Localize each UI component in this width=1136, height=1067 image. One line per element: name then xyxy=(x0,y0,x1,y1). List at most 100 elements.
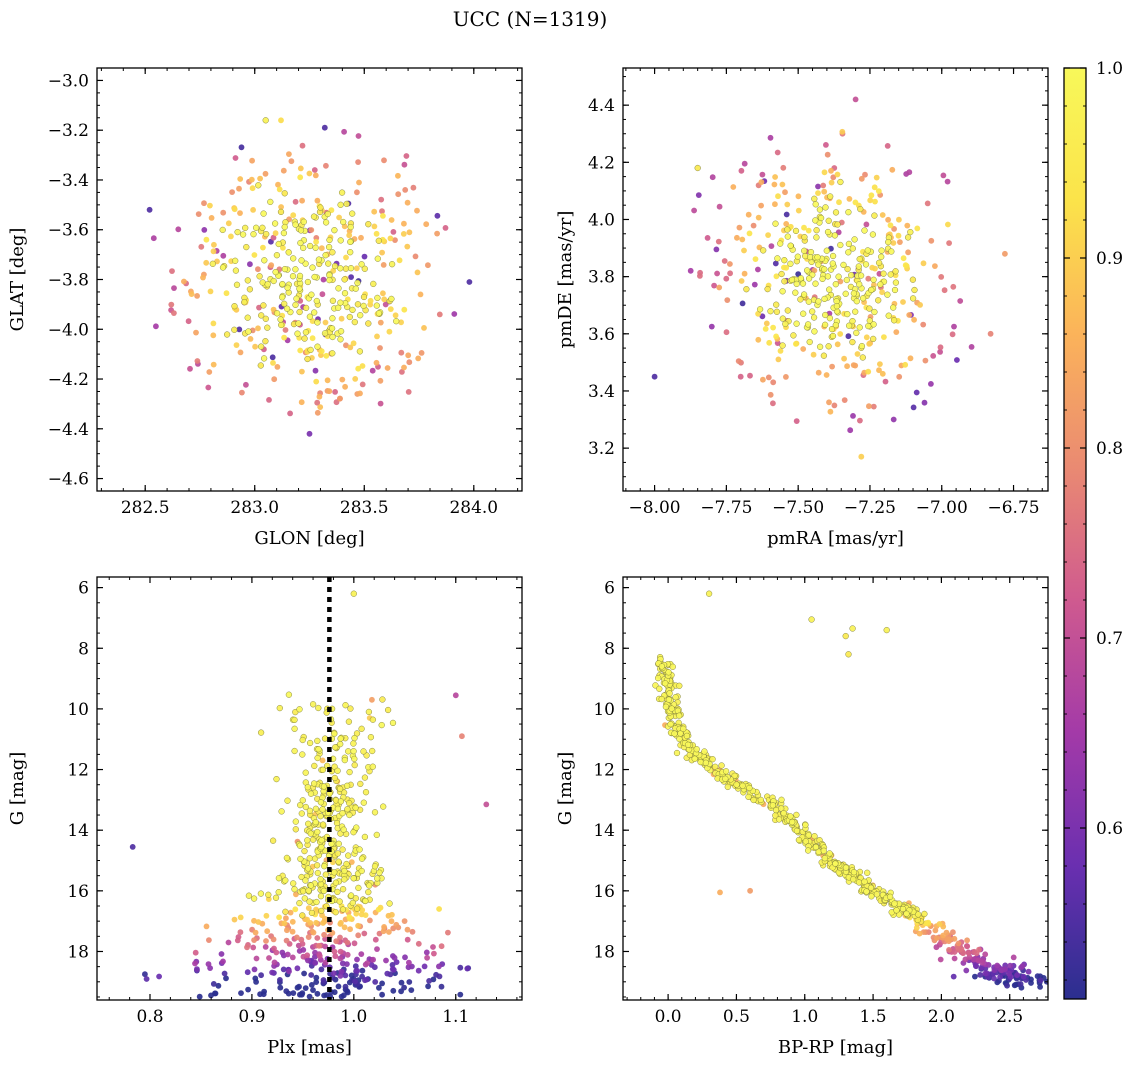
data-point xyxy=(367,917,373,924)
data-point xyxy=(324,377,331,384)
data-point xyxy=(355,922,361,929)
data-point xyxy=(260,991,267,998)
x-axis-label: Plx [mas] xyxy=(267,1037,352,1058)
data-point xyxy=(662,680,669,687)
data-point xyxy=(867,884,875,891)
data-point xyxy=(374,255,381,262)
data-point xyxy=(294,934,300,941)
scatter-points xyxy=(129,590,490,1000)
data-point xyxy=(232,257,239,264)
data-point xyxy=(945,221,951,228)
data-point xyxy=(289,918,296,925)
data-point xyxy=(937,344,944,351)
data-point xyxy=(804,847,812,854)
data-point xyxy=(274,364,281,370)
data-point xyxy=(259,224,266,231)
data-point xyxy=(355,932,362,939)
data-point xyxy=(892,279,900,286)
data-point xyxy=(833,303,841,310)
data-point xyxy=(321,931,327,938)
data-point xyxy=(968,344,975,350)
data-point xyxy=(314,737,321,745)
data-point xyxy=(341,867,348,875)
data-point xyxy=(335,858,342,865)
x-tick-label: 284.0 xyxy=(449,498,498,518)
data-point xyxy=(260,302,267,309)
data-point xyxy=(438,943,445,950)
data-point xyxy=(264,928,271,935)
data-point xyxy=(857,272,865,279)
data-point xyxy=(314,319,321,326)
data-point xyxy=(369,696,375,703)
data-point xyxy=(341,924,348,931)
data-point xyxy=(741,160,748,167)
data-point xyxy=(957,298,964,304)
data-point xyxy=(673,749,681,757)
data-point xyxy=(318,907,325,915)
x-tick-label: −7.50 xyxy=(772,498,824,518)
data-point xyxy=(820,182,827,189)
data-point xyxy=(801,233,808,241)
data-point xyxy=(306,242,314,250)
data-point xyxy=(723,329,730,336)
data-point xyxy=(334,767,341,774)
data-point xyxy=(406,229,413,236)
data-point xyxy=(436,311,443,318)
data-point xyxy=(977,972,984,978)
data-point xyxy=(722,768,730,775)
data-point xyxy=(347,344,354,351)
data-point xyxy=(414,269,421,276)
x-tick-label: 2.5 xyxy=(996,1007,1023,1027)
data-point xyxy=(987,330,994,337)
data-point xyxy=(337,336,344,343)
data-point xyxy=(784,226,791,233)
data-point xyxy=(909,276,917,283)
data-point xyxy=(306,898,313,905)
data-point xyxy=(304,784,311,791)
y-tick-label: 3.6 xyxy=(588,325,615,345)
data-point xyxy=(348,274,354,280)
data-point xyxy=(779,315,786,322)
data-point xyxy=(245,892,253,899)
data-point xyxy=(793,341,799,347)
data-point xyxy=(233,281,241,288)
data-point xyxy=(347,705,354,712)
data-point xyxy=(374,333,380,340)
data-point xyxy=(408,987,415,993)
data-point xyxy=(361,774,369,781)
data-point xyxy=(308,972,315,978)
data-point xyxy=(305,887,312,894)
data-point xyxy=(326,236,333,244)
data-point xyxy=(281,334,287,341)
data-point xyxy=(244,969,251,976)
data-point xyxy=(320,276,327,283)
data-point xyxy=(318,837,325,844)
data-point xyxy=(374,946,380,952)
data-point xyxy=(370,280,377,288)
data-point xyxy=(822,204,829,211)
data-point xyxy=(1006,970,1012,977)
data-point xyxy=(251,937,257,943)
data-point xyxy=(406,959,412,966)
data-point xyxy=(374,875,381,882)
data-point xyxy=(289,928,296,935)
data-point xyxy=(1010,954,1017,961)
y-tick-label: 18 xyxy=(593,942,615,962)
data-point xyxy=(709,174,716,181)
data-point xyxy=(852,199,859,206)
data-point xyxy=(322,871,329,878)
data-point xyxy=(844,310,851,318)
data-point xyxy=(260,210,267,217)
data-point xyxy=(347,892,355,899)
y-tick-label: −4.6 xyxy=(48,470,89,490)
data-point xyxy=(169,268,175,274)
data-point xyxy=(286,151,292,158)
data-point xyxy=(345,852,352,859)
data-point xyxy=(932,263,938,269)
data-point xyxy=(358,234,364,241)
data-point xyxy=(708,323,715,330)
data-point xyxy=(826,850,833,857)
data-point xyxy=(921,399,928,406)
data-point xyxy=(910,404,917,411)
data-point xyxy=(845,240,853,248)
